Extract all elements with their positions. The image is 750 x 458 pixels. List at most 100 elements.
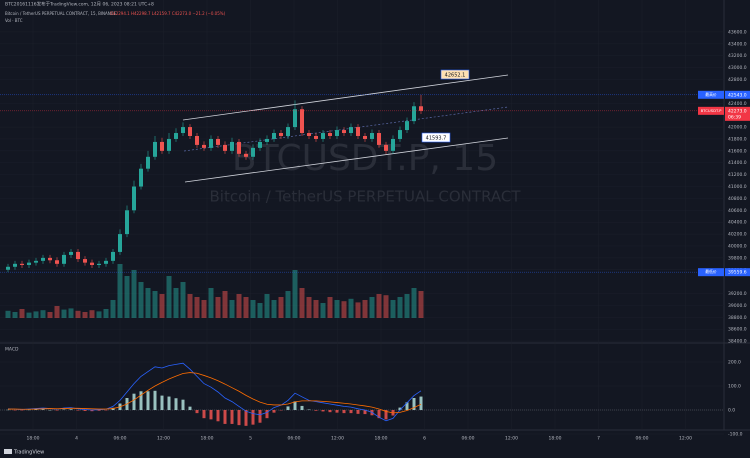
volume-bar <box>376 294 382 318</box>
x-tick-label: 4 <box>75 436 78 442</box>
volume-bar <box>222 291 228 318</box>
volume-bar <box>138 282 144 318</box>
histogram-bar <box>398 407 402 410</box>
histogram-bar <box>237 410 241 426</box>
y-tick-label: 43000.0 <box>728 65 747 71</box>
candle-body <box>391 138 395 151</box>
y-tick-label: 43600.0 <box>728 29 747 35</box>
volume-bar <box>117 264 123 318</box>
candle-body <box>48 257 52 261</box>
x-tick-label: 12:00 <box>679 436 692 442</box>
volume-bar <box>334 300 340 318</box>
x-tick-label: 12:00 <box>157 436 170 442</box>
price-label-box <box>725 106 750 121</box>
candle-body <box>132 186 136 211</box>
brand-logo <box>4 449 12 454</box>
y-tick-label: -100.0 <box>728 432 743 438</box>
histogram-bar <box>139 391 143 410</box>
y-tick-label: 39000.0 <box>728 303 747 309</box>
y-tick-label: 43200.0 <box>728 53 747 59</box>
volume-bar <box>5 310 11 318</box>
candle-body <box>398 130 402 139</box>
price-tag-box <box>698 90 724 99</box>
volume-bar <box>299 288 305 318</box>
candle-body <box>419 106 423 111</box>
annotation-box <box>440 69 470 80</box>
candle-body <box>174 133 178 139</box>
volume-bar <box>166 276 172 318</box>
volume-bar <box>236 294 242 318</box>
candle-body <box>104 260 108 264</box>
candle-body <box>90 262 94 266</box>
volume-bar <box>61 309 67 318</box>
volume-bar <box>397 297 403 318</box>
volume-bar <box>390 300 396 318</box>
y-tick-label: 40000.0 <box>728 243 747 249</box>
candle-body <box>27 262 31 266</box>
candle-body <box>223 144 227 151</box>
volume-bar <box>103 309 109 318</box>
histogram-bar <box>293 401 297 410</box>
candle-body <box>342 130 346 134</box>
volume-bar <box>124 276 130 318</box>
candle-body <box>160 141 164 151</box>
volume-bar <box>369 297 375 318</box>
annotation-box <box>421 132 451 143</box>
candle-body <box>286 127 290 136</box>
publish-info: BTC20161116发布于TradingView.com, 12月 06, 2… <box>5 1 154 8</box>
x-tick-label: 12:00 <box>331 436 344 442</box>
histogram-bar <box>300 405 304 410</box>
volume-bar <box>159 294 165 318</box>
volume-bar <box>82 312 88 318</box>
y-tick-label: 41400.0 <box>728 160 747 166</box>
y-tick-label: 0.0 <box>728 408 735 414</box>
x-tick-label: 06:00 <box>462 436 475 442</box>
volume-bar <box>131 270 137 318</box>
candle-body <box>244 153 248 157</box>
price-label-box <box>725 268 750 277</box>
histogram-bar <box>146 391 150 410</box>
price-tag: 最高价 <box>705 92 717 97</box>
histogram-bar <box>202 410 206 419</box>
candle-body <box>118 234 122 252</box>
candle-body <box>265 138 269 142</box>
candle-body <box>97 263 101 266</box>
histogram-bar <box>258 410 262 423</box>
candle-body <box>251 147 255 157</box>
candle-body <box>349 127 353 134</box>
candle-body <box>181 127 185 134</box>
histogram-bar <box>132 393 136 410</box>
candle-body <box>202 144 206 148</box>
volume-bar <box>229 300 235 318</box>
y-tick-label: 40600.0 <box>728 208 747 214</box>
volume-bar <box>152 291 158 318</box>
histogram-bar <box>167 396 171 410</box>
volume-bar <box>96 311 102 318</box>
y-tick-label: 41600.0 <box>728 148 747 154</box>
x-tick-label: 5 <box>249 436 252 442</box>
candle-body <box>153 141 157 157</box>
volume-bar <box>26 312 32 318</box>
x-tick-label: 06:00 <box>636 436 649 442</box>
y-tick-label: 39200.0 <box>728 291 747 297</box>
signal-line <box>8 372 422 414</box>
candle-body <box>139 168 143 187</box>
marks: 43600.0 43400.0 43200.0 43000.0 42800.0 42400… <box>0 29 750 442</box>
volume-bar <box>75 310 81 318</box>
candle-body <box>62 254 66 264</box>
candle-body <box>6 266 10 270</box>
volume-bar <box>145 288 151 318</box>
candle-body <box>216 138 220 145</box>
volume-bar <box>110 300 116 318</box>
price-label: 39559.6 <box>728 270 747 276</box>
y-tick-label: 40800.0 <box>728 196 747 202</box>
volume-bar <box>278 297 284 318</box>
x-tick-label: 18:00 <box>201 436 214 442</box>
price-label: 42543.0 <box>728 92 747 98</box>
histogram-bar <box>83 410 87 411</box>
ohlc-info: O42294.1 H42298.7 L42159.7 C42273.0 −21.… <box>110 11 226 16</box>
candle-body <box>167 138 171 151</box>
histogram-bar <box>181 399 185 410</box>
volume-bar <box>313 300 319 318</box>
volume-bar <box>271 300 277 318</box>
